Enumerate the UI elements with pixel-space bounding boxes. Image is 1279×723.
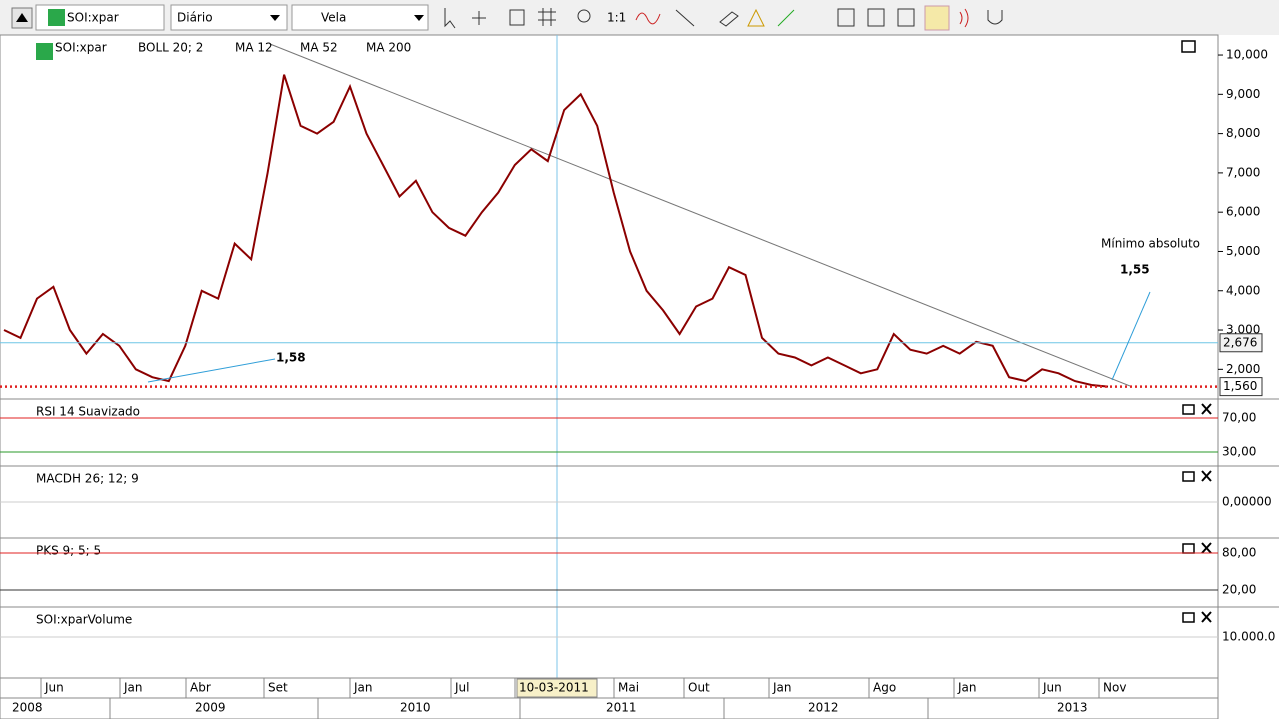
symbol: SOI:xpar [67, 11, 119, 25]
month-label: Jan [123, 681, 143, 695]
tool-a[interactable] [837, 8, 855, 27]
legend-item: MA 52 [300, 41, 338, 55]
indicator-tool[interactable] [635, 12, 661, 25]
y-tick-label: 6,000 [1226, 205, 1260, 219]
dropdown-arrow [414, 15, 424, 21]
crosshair-date-box [516, 678, 598, 698]
zoom-tool[interactable] [577, 9, 591, 23]
annotation: 1,55 [1120, 263, 1150, 277]
period-select[interactable] [170, 4, 288, 31]
month-label: Jul [454, 681, 469, 695]
legend-item: MA 12 [235, 41, 273, 55]
panel-close[interactable] [1201, 611, 1212, 623]
panel-max[interactable] [1182, 471, 1195, 482]
tool-b[interactable] [867, 8, 885, 27]
y-tick-label: 8,000 [1226, 126, 1260, 140]
zoom-label: 1:1 [607, 11, 626, 25]
fit-tool[interactable] [777, 9, 795, 27]
dropdown-arrow [270, 15, 280, 21]
month-label: Jun [1042, 681, 1062, 695]
plot-area [0, 34, 1219, 679]
year-label: 2011 [606, 701, 637, 715]
panel-max[interactable] [1182, 404, 1195, 415]
y-tick-label: 4,000 [1226, 283, 1260, 297]
tool-icons [444, 5, 1003, 31]
info-tool[interactable] [509, 9, 525, 26]
magnet-tool[interactable] [987, 10, 1003, 25]
tool-c[interactable] [897, 8, 915, 27]
month-label: Ago [873, 681, 896, 695]
trend-line [269, 43, 1131, 387]
legend-item: BOLL 20; 2 [138, 41, 203, 55]
panel-title: RSI 14 Suavizado [36, 405, 140, 419]
month-label: Out [688, 681, 710, 695]
y-tick-label: 30,00 [1222, 445, 1256, 459]
panel-title: PKS 9; 5; 5 [36, 544, 101, 558]
y-tick-label: 10,000 [1226, 48, 1268, 62]
period: Diário [177, 11, 213, 25]
level-label: 2,676 [1223, 335, 1257, 349]
eq-icon [48, 9, 65, 26]
month-label: Nov [1103, 681, 1126, 695]
arrow-icon [16, 13, 28, 22]
legend-icon [36, 43, 53, 60]
y-tick-label: 2,000 [1226, 362, 1260, 376]
month-label: Abr [190, 681, 211, 695]
panel-title: MACDH 26; 12; 9 [36, 472, 139, 486]
y-tick-label: 9,000 [1226, 87, 1260, 101]
style-select[interactable] [291, 4, 429, 31]
panel-close[interactable] [1201, 470, 1212, 482]
year-label: 2010 [400, 701, 431, 715]
year-label: 2008 [12, 701, 43, 715]
y-tick-label: 70,00 [1222, 411, 1256, 425]
annotation: 1,58 [276, 351, 306, 365]
month-label: Set [268, 681, 288, 695]
crosshair-tool[interactable] [472, 11, 486, 25]
style: Vela [321, 11, 346, 25]
y-tick-label: 20,00 [1222, 583, 1256, 597]
legend-item: SOI:xpar [55, 41, 107, 55]
legend-item: MA 200 [366, 41, 411, 55]
annotation-arrow [147, 358, 276, 383]
year-label: 2009 [195, 701, 226, 715]
y-tick-label: 5,000 [1226, 244, 1260, 258]
month-label: Jan [957, 681, 977, 695]
panel-max[interactable] [1182, 612, 1195, 623]
alert-tool[interactable] [747, 8, 765, 27]
sound-tool[interactable] [959, 8, 969, 28]
y-tick-label: 80,00 [1222, 546, 1256, 560]
panel-close[interactable] [1201, 542, 1212, 554]
annotation-arrow [1111, 291, 1151, 381]
line-tool[interactable] [675, 9, 695, 27]
eraser-tool[interactable] [719, 11, 739, 27]
y-tick-label: 0,00000 [1222, 495, 1272, 509]
month-label: Jun [44, 681, 64, 695]
level-label: 1,560 [1223, 379, 1257, 393]
year-label: 2013 [1057, 701, 1088, 715]
tool-active[interactable] [924, 5, 950, 31]
level-box [1219, 333, 1263, 353]
month-label: 10-03-2011 [519, 681, 589, 695]
panel-title: SOI:xparVolume [36, 613, 132, 627]
annotation-note: Mínimo absoluto [1101, 237, 1200, 251]
cursor-tool[interactable] [444, 8, 456, 29]
y-tick-label: 7,000 [1226, 165, 1260, 179]
month-label: Jan [353, 681, 373, 695]
y-tick-label: 3,000 [1226, 323, 1260, 337]
y-tick-label: 10.000.0 [1222, 630, 1275, 644]
panel-close[interactable] [1201, 403, 1212, 415]
month-label: Jan [772, 681, 792, 695]
grid-tool[interactable] [538, 8, 556, 26]
price-line [3, 74, 1109, 388]
maximize-button[interactable] [1181, 40, 1196, 53]
panel-max[interactable] [1182, 543, 1195, 554]
level-box [1219, 377, 1263, 397]
year-label: 2012 [808, 701, 839, 715]
month-label: Mai [618, 681, 639, 695]
